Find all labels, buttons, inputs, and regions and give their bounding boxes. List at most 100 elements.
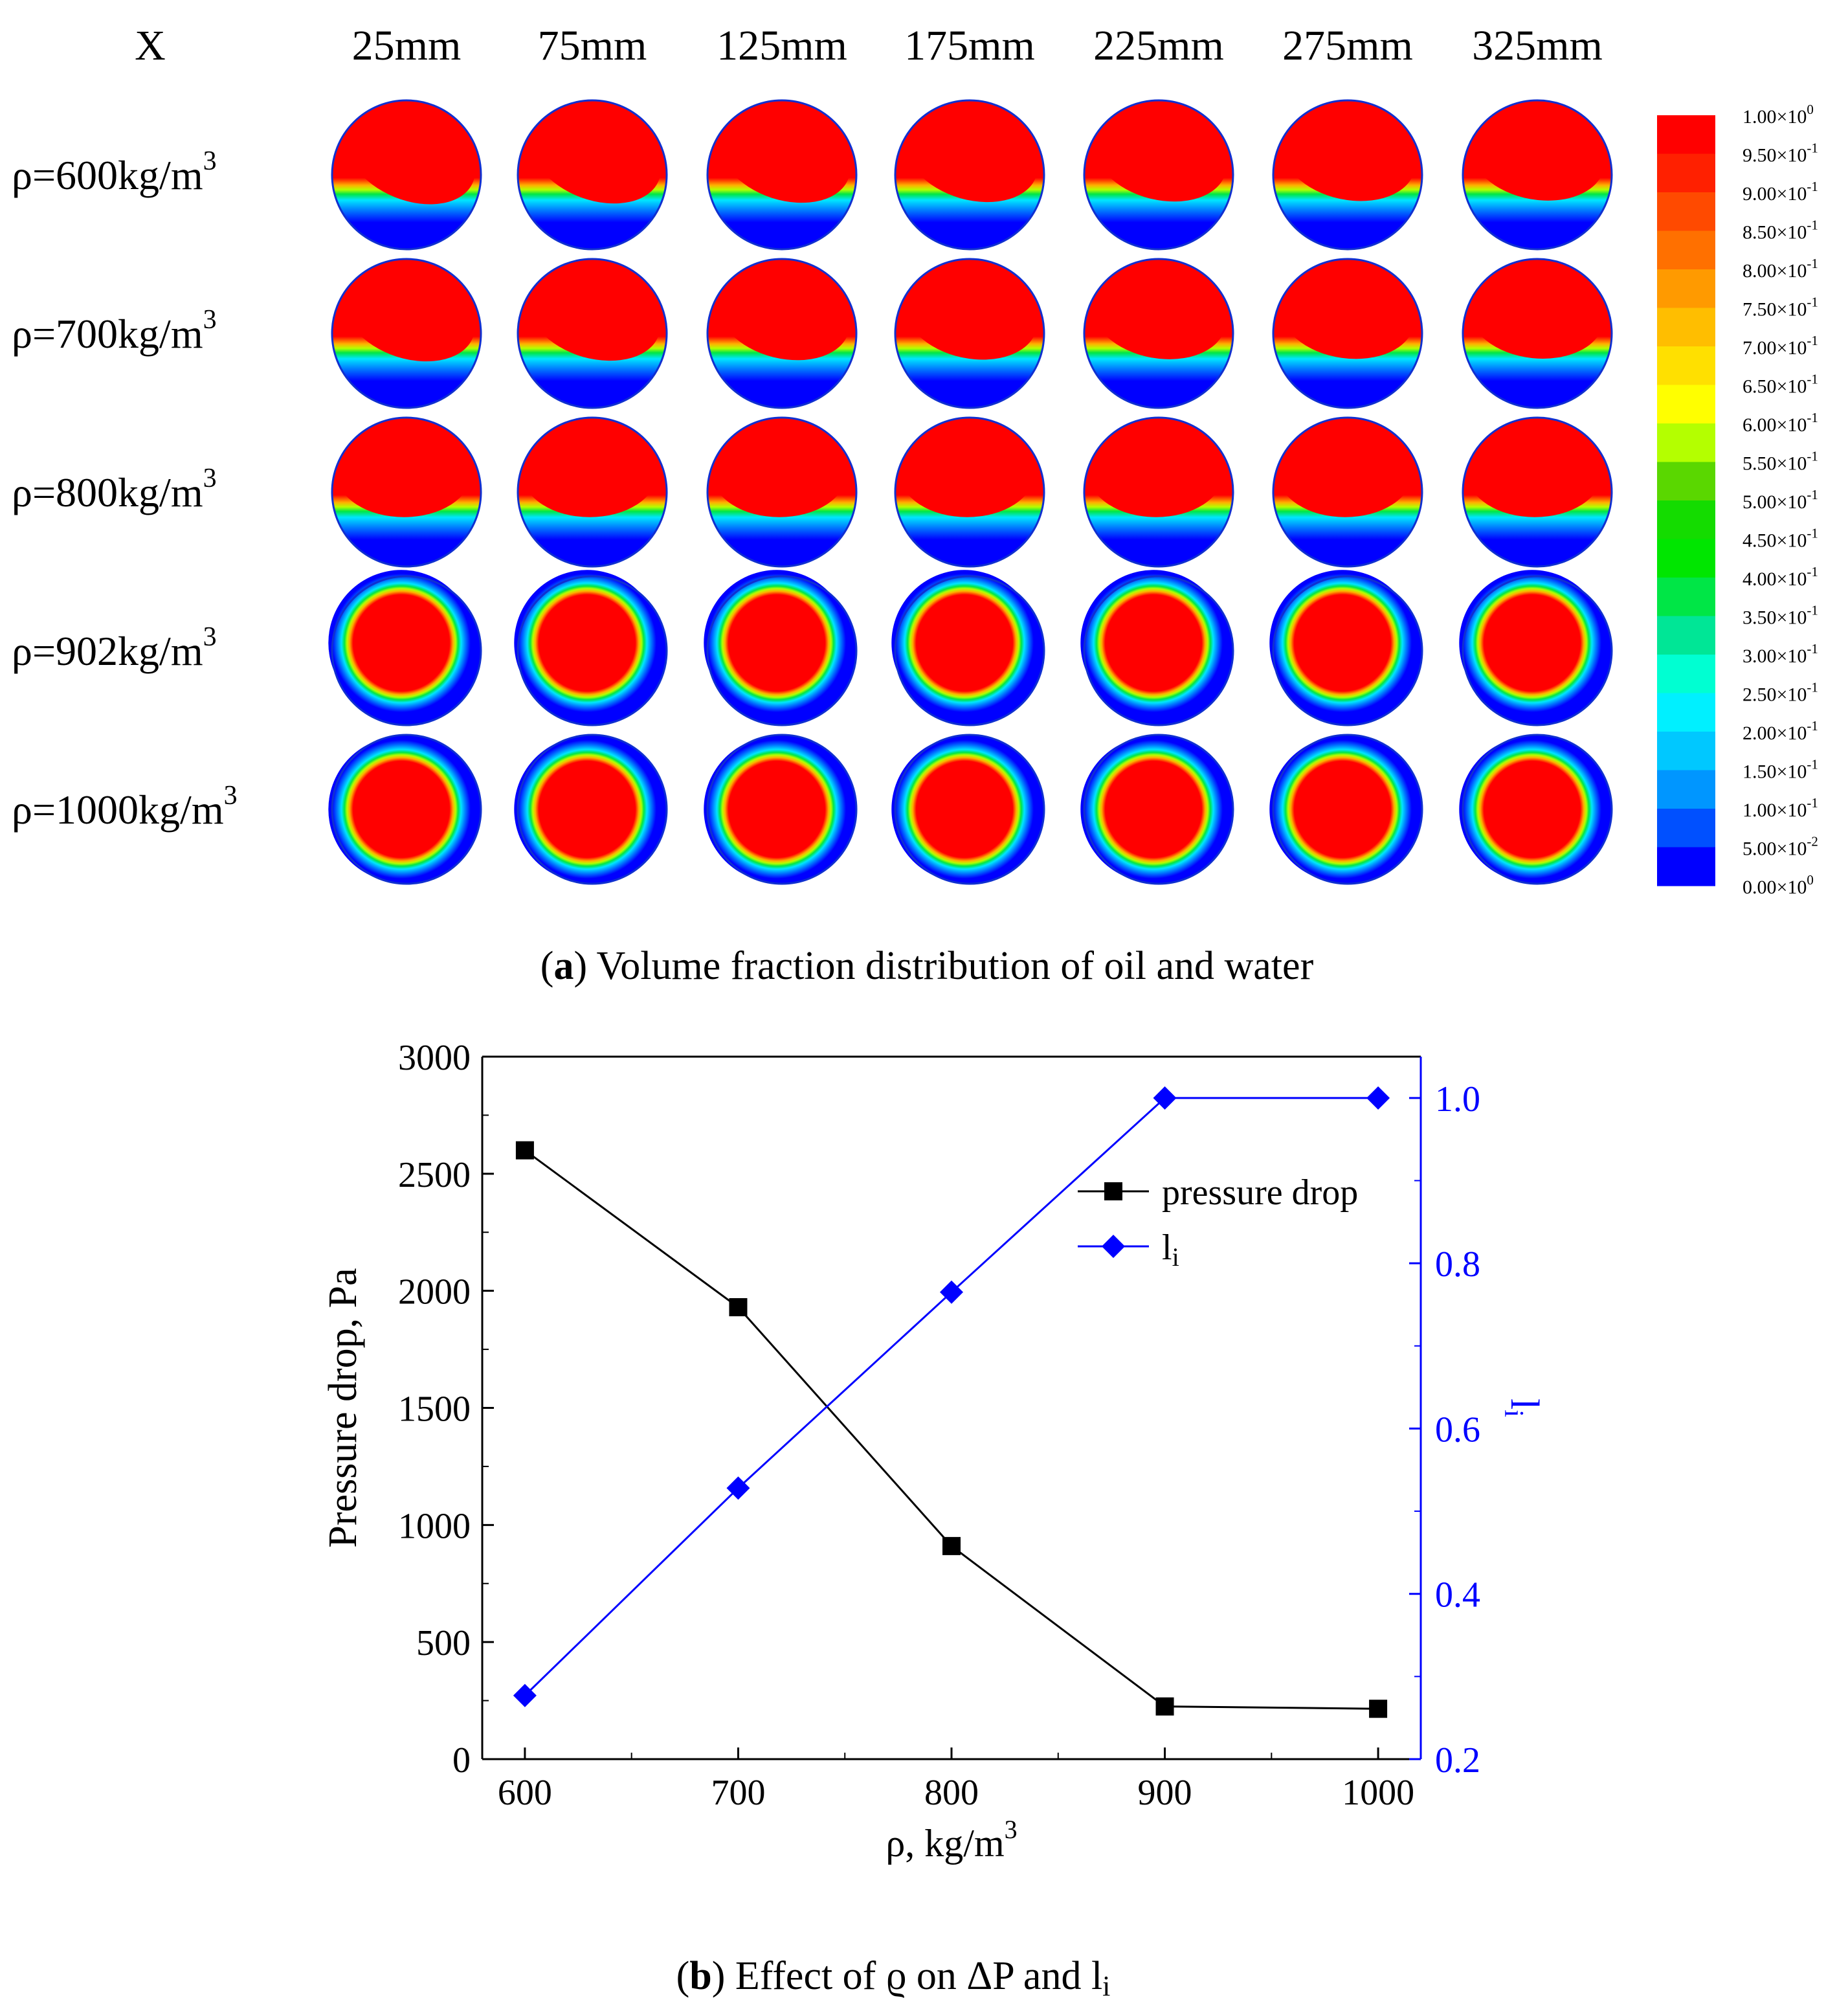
- colorbar-label: 8.50×10-1: [1742, 218, 1818, 243]
- volume-fraction-map: [517, 416, 668, 568]
- volume-fraction-map: [1462, 99, 1613, 251]
- oil-core: [1459, 736, 1605, 882]
- pipe-wall: [517, 734, 668, 885]
- series-pressure-drop: [515, 1141, 1388, 1718]
- position-headers: 25mm 75mm 125mm 175mm 225mm 275mm 325mm: [352, 22, 1603, 69]
- volume-fraction-map: [706, 258, 858, 409]
- position-header: 125mm: [717, 22, 847, 69]
- y-left-axis-label: Pressure drop, Pa: [321, 1268, 365, 1547]
- volume-fraction-map: [514, 734, 668, 885]
- volume-fraction-map: [517, 99, 668, 251]
- pipe-wall: [894, 575, 1045, 726]
- legend: pressure drop li: [1078, 1173, 1358, 1272]
- volume-fraction-map: [1269, 570, 1423, 726]
- oil-core: [328, 736, 474, 882]
- series-li: [513, 1086, 1390, 1707]
- volume-fraction-map: [1269, 734, 1423, 885]
- colorbar-label: 6.50×10-1: [1742, 372, 1818, 398]
- y-left-tick-label: 1500: [398, 1389, 471, 1430]
- volume-fraction-map: [1459, 570, 1613, 726]
- y-left-tick-label: 3000: [398, 1038, 471, 1078]
- volume-fraction-map: [704, 570, 858, 726]
- x-tick-label: 900: [1138, 1773, 1192, 1813]
- pipe-wall: [1272, 416, 1423, 568]
- oil-core: [1095, 111, 1227, 202]
- pipe-wall: [1462, 258, 1613, 409]
- pipe-wall: [894, 99, 1045, 251]
- colorbar-label: 4.50×10-1: [1742, 526, 1818, 552]
- colorbar-label: 5.50×10-1: [1742, 449, 1818, 475]
- oil-core: [904, 271, 1038, 360]
- density-row-label: ρ=902kg/m3: [12, 622, 217, 674]
- data-point-square: [515, 1141, 534, 1160]
- legend-label: pressure drop: [1162, 1173, 1358, 1213]
- oil-core: [1282, 112, 1416, 201]
- x-tick-label: 800: [924, 1773, 979, 1813]
- pipe-wall: [331, 416, 482, 568]
- data-point-diamond: [1153, 1086, 1177, 1110]
- oil-core: [514, 570, 660, 716]
- colorbar-segment: [1657, 539, 1715, 578]
- colorbar-segment: [1657, 693, 1715, 732]
- colorbar-segment: [1657, 655, 1715, 694]
- colorbar-label: 1.00×10-1: [1742, 795, 1818, 821]
- y-left-tick-label: 1000: [398, 1506, 471, 1546]
- y-right-tick-label: 0.4: [1435, 1575, 1480, 1615]
- volume-fraction-map: [891, 570, 1045, 726]
- volume-fraction-map: [1080, 734, 1234, 885]
- colorbar-segment: [1657, 346, 1715, 386]
- pipe-wall: [1083, 99, 1234, 251]
- position-header: 275mm: [1282, 22, 1413, 69]
- pipe-wall: [706, 575, 858, 726]
- colorbar-label: 7.50×10-1: [1742, 295, 1818, 320]
- oil-core: [906, 111, 1038, 203]
- colorbar-label: 8.00×10-1: [1742, 256, 1818, 282]
- position-header: 325mm: [1472, 22, 1603, 69]
- volume-fraction-map: [1083, 258, 1234, 409]
- oil-core: [900, 431, 1034, 517]
- caption-b-text: Effect of ϱ on ΔP and l: [725, 1954, 1102, 1998]
- colorbar-label: 1.00×100: [1742, 102, 1814, 128]
- colorbar-label: 3.00×10-1: [1742, 641, 1818, 667]
- volume-fraction-map: [894, 99, 1045, 251]
- caption-b-bold: b: [689, 1954, 711, 1998]
- x-tick-label: 600: [498, 1773, 552, 1813]
- oil-core: [1469, 271, 1604, 359]
- line-chart: 600 700 800 900 1000 0 500 1000 1500 2000 2500 3000…: [321, 1038, 1546, 1865]
- y-right-tick-label: 0.2: [1435, 1740, 1480, 1781]
- caption-b-sub: i: [1102, 1970, 1110, 2002]
- y-left-tick-label: 500: [416, 1623, 471, 1663]
- colorbar-label: 2.50×10-1: [1742, 680, 1818, 706]
- oil-core: [529, 269, 661, 361]
- pipe-wall: [1272, 258, 1423, 409]
- volume-fraction-map: [706, 416, 858, 568]
- colorbar-label: 6.00×10-1: [1742, 410, 1818, 436]
- position-header: 175mm: [904, 22, 1035, 69]
- data-point-square: [1369, 1700, 1388, 1718]
- x-axis-label: ρ, kg/m3: [885, 1815, 1017, 1865]
- volume-fraction-map: [1272, 416, 1423, 568]
- pipe-wall: [894, 734, 1045, 885]
- colorbar-label: 5.00×10-2: [1742, 834, 1818, 860]
- y-left-tick-label: 2500: [398, 1155, 471, 1195]
- pipe-wall: [331, 734, 482, 885]
- pipe-wall: [894, 258, 1045, 409]
- colorbar-segment: [1657, 616, 1715, 655]
- volume-fraction-map: [891, 734, 1045, 885]
- position-header: 75mm: [538, 22, 647, 69]
- pipe-wall: [331, 575, 482, 726]
- volume-fraction-map: [1083, 416, 1234, 568]
- data-point-diamond: [1366, 1086, 1390, 1110]
- pipe-wall: [1272, 734, 1423, 885]
- volume-fraction-map: [1462, 258, 1613, 409]
- data-point-square: [1104, 1182, 1122, 1200]
- pipe-wall: [1462, 416, 1613, 568]
- volume-fraction-map: [894, 258, 1045, 409]
- density-row-label: ρ=600kg/m3: [12, 146, 217, 198]
- pipe-wall: [894, 416, 1045, 568]
- oil-core: [337, 431, 471, 517]
- y-right-axis-label: li: [1498, 1399, 1546, 1417]
- pipe-wall: [517, 575, 668, 726]
- series-line: [524, 1149, 1379, 1710]
- data-point-diamond: [1102, 1235, 1125, 1258]
